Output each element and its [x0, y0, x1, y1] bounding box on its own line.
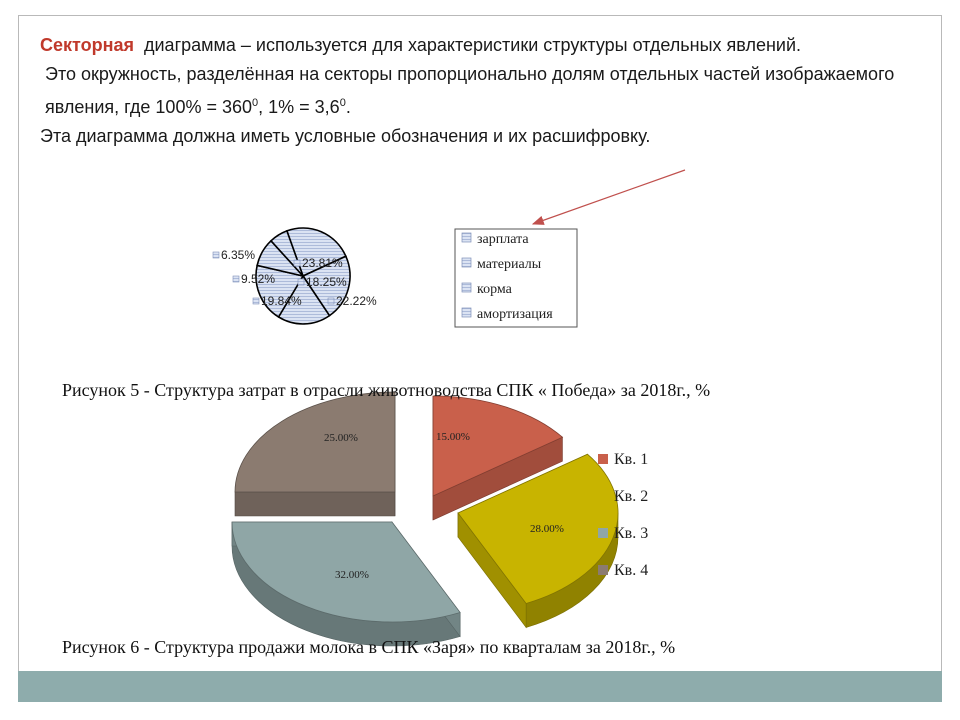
degree-sup-1: 0 [252, 97, 259, 109]
legend-item: корма [477, 282, 513, 297]
pie-slice [301, 255, 351, 317]
pie-slice [255, 264, 305, 319]
legend-swatch [461, 257, 472, 268]
figure-5-caption: Рисунок 5 - Структура затрат в отрасли ж… [62, 380, 711, 400]
slice-label-marker [232, 275, 240, 283]
slice-label-marker [252, 297, 260, 305]
intro-line-1: Секторная диаграмма – используется для х… [40, 31, 910, 60]
legend-item: Кв. 2 [614, 488, 648, 505]
intro-term: Секторная [40, 35, 134, 55]
pie-slice [277, 274, 331, 325]
pie3d-slice [457, 453, 619, 604]
figure-6-caption: Рисунок 6 - Структура продажи молока в С… [62, 637, 676, 657]
slice-label: 18.25% [306, 275, 347, 289]
slice-label: 32.00% [335, 569, 369, 581]
slice-label-marker [297, 278, 305, 286]
slide-frame [18, 15, 942, 701]
legend-box [454, 228, 578, 328]
slice-label: 19.84% [261, 294, 302, 308]
legend-swatch [461, 232, 472, 243]
cost-structure-legend: зарплата материалы корма амортизация [454, 228, 578, 328]
slice-label: 23.81% [302, 256, 343, 270]
legend-swatch [598, 491, 608, 501]
legend-item: Кв. 1 [614, 451, 648, 468]
slice-label-marker [212, 251, 220, 259]
pie3d-slice [231, 521, 461, 623]
legend-swatch [461, 282, 472, 293]
degree-sup-2: 0 [339, 97, 346, 109]
intro-text: Секторная диаграмма – используется для х… [40, 31, 910, 151]
cost-structure-labels: 23.81% 22.22% 18.25% 19.84% 9.52% 6.35% [212, 248, 377, 308]
intro-circle-text: Это окружность, разделённая на секторы п… [45, 64, 895, 117]
intro-percent-text: , 1% = 3,6 [258, 97, 340, 117]
legend-item: Кв. 4 [614, 562, 648, 579]
milk-sales-legend: Кв. 1 Кв. 2 Кв. 3 Кв. 4 [598, 451, 648, 579]
footer-bar [18, 671, 942, 702]
pie3d-wall [234, 491, 396, 517]
legend-arrow [531, 169, 686, 225]
legend-item: материалы [477, 257, 542, 272]
legend-swatch [598, 565, 608, 575]
intro-line-2: Это окружность, разделённая на секторы п… [40, 60, 910, 122]
slice-label: 15.00% [436, 431, 470, 443]
legend-swatch [598, 528, 608, 538]
intro-definition: диаграмма – используется для характерист… [144, 35, 802, 55]
slice-label: 6.35% [221, 248, 255, 262]
legend-item: зарплата [477, 232, 529, 247]
pie3d-slice [234, 391, 396, 493]
legend-item: Кв. 3 [614, 525, 648, 542]
legend-swatch [461, 307, 472, 318]
pie-slice [285, 227, 347, 278]
pie3d-slice [432, 395, 564, 497]
milk-sales-pie: 15.00% 28.00% 32.00% 25.00% [231, 391, 619, 647]
slice-label-marker [327, 297, 335, 305]
intro-period: . [345, 97, 351, 117]
slice-label-marker [293, 259, 301, 267]
slice-label: 22.22% [336, 294, 377, 308]
slice-label: 25.00% [324, 432, 358, 444]
intro-line-3: Эта диаграмма должна иметь условные обоз… [40, 126, 651, 146]
slice-label: 28.00% [530, 523, 564, 535]
legend-item: амортизация [477, 307, 553, 322]
legend-swatch [598, 454, 608, 464]
slice-label: 9.52% [241, 272, 275, 286]
